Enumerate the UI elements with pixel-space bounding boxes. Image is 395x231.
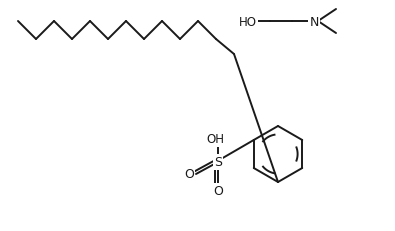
Text: S: S — [214, 156, 222, 169]
Text: N: N — [309, 15, 319, 28]
Text: OH: OH — [206, 133, 224, 146]
Text: O: O — [184, 168, 194, 181]
Text: O: O — [213, 185, 223, 198]
Text: HO: HO — [239, 15, 257, 28]
